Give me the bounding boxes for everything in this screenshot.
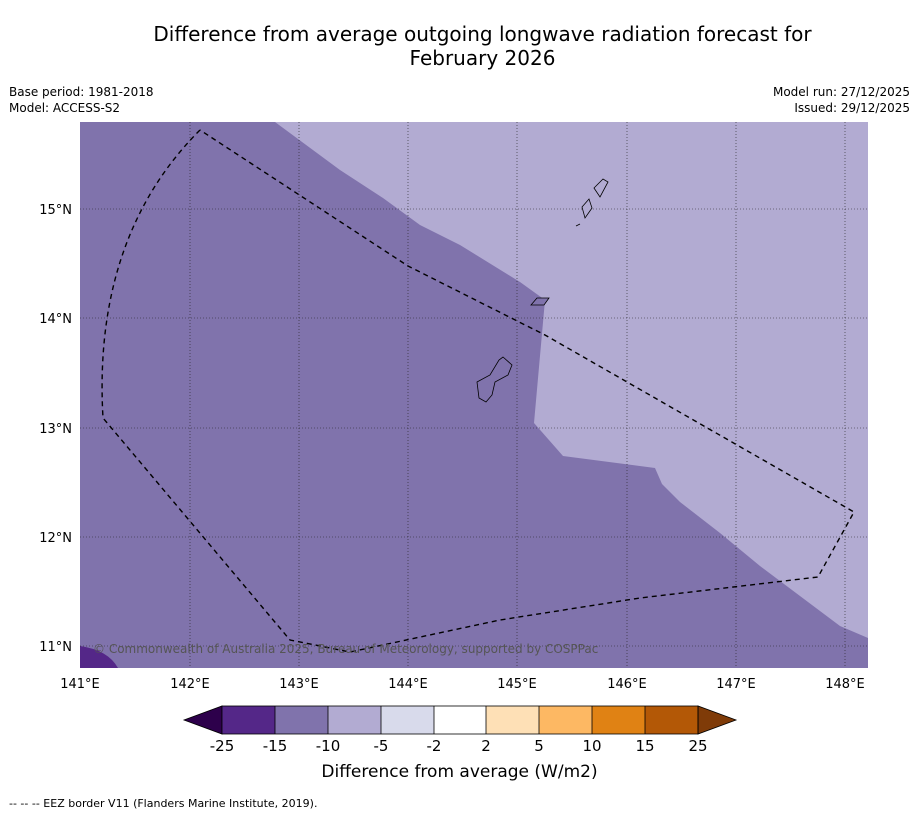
colorbar-labels: -25 -15 -10 -5 -2 2 5 10 15 25 [210, 737, 708, 755]
colorbar-label: 25 [688, 737, 707, 755]
anomaly-region-minus15-to-minus10 [80, 646, 118, 668]
model-run: Model run: 27/12/2025 [772, 85, 910, 99]
map-plot-area: © Commonwealth of Australia 2025, Bureau… [80, 122, 868, 668]
lon-label-144: 144°E [388, 677, 428, 692]
colorbar-label: 2 [481, 737, 491, 755]
colorbar-label: 15 [635, 737, 654, 755]
colorbar-high-extension [697, 705, 738, 735]
map-figure: © Commonwealth of Australia 2025, Bureau… [39, 122, 868, 755]
longitude-labels: 141°E 142°E 143°E 144°E 145°E 146°E 147°… [60, 677, 865, 692]
colorbar-title: Difference from average (W/m2) [321, 762, 598, 782]
guam-island [476, 356, 513, 403]
meta-left: Base period: 1981-2018 Model: ACCESS-S2 [9, 84, 154, 116]
colorbar-bin-8 [592, 706, 645, 734]
colorbar-label: -10 [316, 737, 341, 755]
colorbar-label: -15 [263, 737, 288, 755]
copyright-notice: © Commonwealth of Australia 2025, Bureau… [93, 642, 598, 656]
base-period: Base period: 1981-2018 [9, 85, 154, 99]
colorbar-low-extension [182, 705, 223, 735]
saipan-island [593, 178, 609, 198]
colorbar-outline [221, 705, 699, 735]
colorbar-bin-4 [381, 706, 434, 734]
colorbar-bin-3 [328, 706, 381, 734]
eez-border [101, 129, 855, 653]
gridlines [80, 122, 868, 668]
lat-label-14: 14°N [39, 312, 72, 327]
colorbar-bin-7 [539, 706, 592, 734]
colorbar-bin-2 [275, 706, 328, 734]
tinian-island [581, 198, 593, 219]
latitude-labels: 15°N 14°N 13°N 12°N 11°N [39, 203, 72, 655]
anomaly-region-minus5-to-minus2 [275, 122, 868, 638]
model-name: Model: ACCESS-S2 [9, 101, 121, 115]
title-line-1: Difference from average outgoing longwav… [153, 22, 812, 46]
eez-footnote: -- -- -- EEZ border V11 (Flanders Marine… [9, 797, 318, 810]
colorbar-label: -5 [374, 737, 389, 755]
title-line-2: February 2026 [409, 46, 556, 70]
lat-label-11: 11°N [39, 640, 72, 655]
lon-label-141: 141°E [60, 677, 100, 692]
lon-label-145: 145°E [497, 677, 537, 692]
lon-label-143: 143°E [279, 677, 319, 692]
lon-label-148: 148°E [825, 677, 865, 692]
colorbar-bin-1 [222, 706, 275, 734]
colorbar-label: 5 [534, 737, 544, 755]
colorbar-bin-5 [434, 706, 486, 734]
issued-date: Issued: 29/12/2025 [794, 101, 910, 115]
island-coastlines [476, 178, 609, 403]
lon-label-147: 147°E [716, 677, 756, 692]
colorbar-bin-9 [645, 706, 698, 734]
colorbar-label: -25 [210, 737, 235, 755]
aguijan-island [575, 223, 581, 227]
colorbar-dividers [274, 706, 646, 734]
meta-right: Model run: 27/12/2025 Issued: 29/12/2025 [773, 84, 910, 116]
lon-label-142: 142°E [170, 677, 210, 692]
colorbar-bin-6 [486, 706, 539, 734]
lat-label-15: 15°N [39, 203, 72, 218]
map-title: Difference from average outgoing longwav… [60, 22, 905, 70]
colorbar: -25 -15 -10 -5 -2 2 5 10 15 25 [182, 705, 738, 755]
rota-island [530, 297, 550, 306]
lon-label-146: 146°E [607, 677, 647, 692]
lat-label-13: 13°N [39, 422, 72, 437]
lat-label-12: 12°N [39, 531, 72, 546]
colorbar-label: -2 [427, 737, 442, 755]
colorbar-label: 10 [582, 737, 601, 755]
